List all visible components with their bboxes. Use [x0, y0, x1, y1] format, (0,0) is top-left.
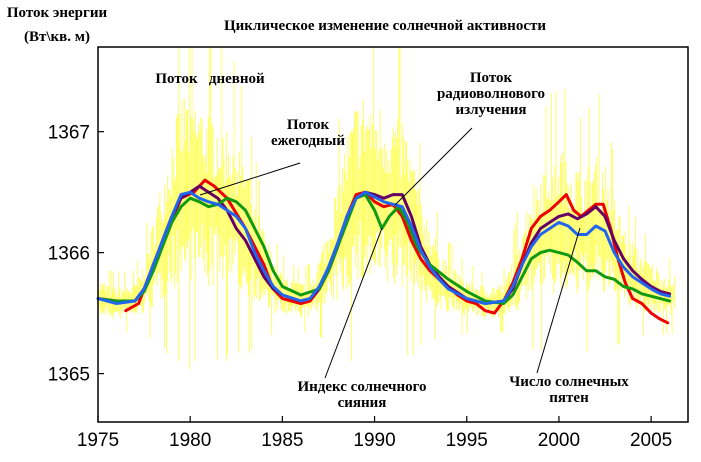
- annual-annotation-text: Поток: [287, 117, 330, 133]
- y-axis-label-line-2: (Вт\кв. м): [24, 29, 90, 45]
- y-tick-label: 1366: [48, 244, 90, 265]
- annual-series-line: [96, 190, 672, 305]
- y-tick-label: 1365: [48, 365, 90, 386]
- chart-title: Циклическое изменение солнечной активнос…: [224, 18, 546, 34]
- sunshine-annotation-leader: [324, 227, 383, 379]
- annual-annotation-text: ежегодный: [271, 133, 345, 149]
- radio-annotation-text: радиоволнового: [437, 86, 545, 102]
- radio-annotation-leader: [394, 127, 473, 206]
- daily-annotation-text: Поток дневной: [155, 71, 265, 87]
- radio-series-line: [96, 184, 672, 305]
- radio-annotation-text: излучения: [455, 102, 526, 118]
- y-tick-label: 1367: [48, 123, 90, 144]
- x-tick-label: 1980: [169, 430, 211, 451]
- sunspots-annotation-leader: [536, 227, 581, 374]
- y-axis-label-line-1: Поток энергии: [7, 5, 108, 21]
- series-layer: [96, 178, 672, 325]
- daily-flux-band: [97, 47, 675, 370]
- x-tick-label: 2000: [538, 430, 580, 451]
- axes-layer: 1975 1980 1985 1990 1995 2000 2005 1365 1366 1367: [48, 123, 673, 451]
- annual-annotation-leader: [199, 162, 301, 196]
- x-tick-label: 1990: [353, 430, 395, 451]
- sunspots-annotation-text: пятен: [549, 390, 589, 406]
- x-tick-label: 2005: [630, 430, 672, 451]
- annotation-leaders: [199, 127, 581, 379]
- annotation-layer: Поток дневнойПотокежегодныйПотокрадиовол…: [155, 70, 629, 411]
- x-tick-label: 1975: [77, 430, 119, 451]
- x-tick-label: 1985: [261, 430, 303, 451]
- plot-frame: [97, 46, 689, 423]
- sunshine-annotation-text: сияния: [338, 395, 387, 411]
- sunshine-annotation-text: Индекс солнечного: [297, 379, 426, 395]
- sunspots-annotation-text: Число солнечных: [509, 374, 629, 390]
- radio-annotation-text: Поток: [470, 70, 513, 86]
- x-tick-label: 1995: [446, 430, 488, 451]
